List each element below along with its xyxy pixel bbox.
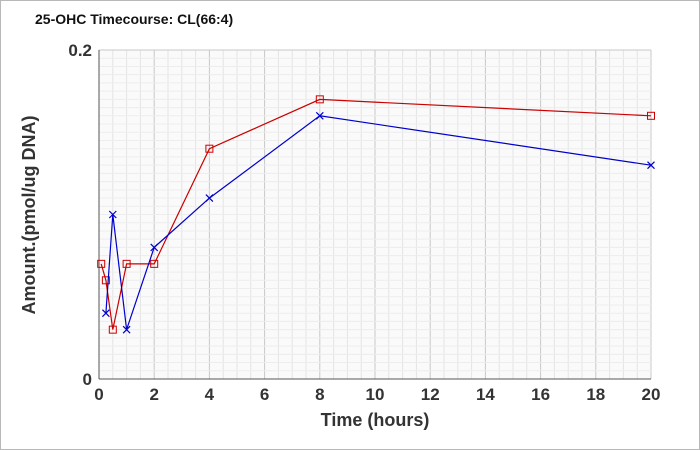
x-tick-label: 4 xyxy=(205,385,215,404)
x-axis-label: Time (hours) xyxy=(321,410,430,430)
y-tick-label: 0.2 xyxy=(68,41,92,60)
series-layer xyxy=(97,95,655,334)
data-point xyxy=(122,325,131,334)
x-tick-label: 20 xyxy=(642,385,661,404)
x-ticks: 0 2 4 6 8 10 12 14 16 18 20 xyxy=(94,385,660,404)
data-point xyxy=(315,95,324,104)
data-point xyxy=(122,259,131,268)
data-point xyxy=(108,325,117,334)
data-point xyxy=(150,243,159,252)
x-tick-label: 16 xyxy=(531,385,550,404)
data-point xyxy=(150,259,159,268)
x-tick-label: 8 xyxy=(315,385,324,404)
series-2 xyxy=(101,111,655,334)
data-point xyxy=(101,276,110,285)
x-tick-label: 0 xyxy=(94,385,103,404)
data-point xyxy=(205,194,214,202)
data-point xyxy=(205,144,214,153)
grid xyxy=(99,49,652,379)
x-tick-label: 10 xyxy=(366,385,385,404)
y-axis-label: Amount.(pmol/ug DNA) xyxy=(19,116,39,315)
x-tick-label: 12 xyxy=(421,385,440,404)
data-point xyxy=(97,259,106,268)
data-point xyxy=(101,309,110,318)
data-point xyxy=(647,161,655,170)
x-tick-label: 18 xyxy=(586,385,605,404)
y-ticks: 00.2 xyxy=(68,41,92,389)
y-tick-label: 0 xyxy=(83,370,92,389)
x-tick-label: 6 xyxy=(260,385,269,404)
x-tick-label: 2 xyxy=(149,385,158,404)
chart-title: 25-OHC Timecourse: CL(66:4) xyxy=(35,11,233,27)
data-point xyxy=(647,111,655,120)
data-point xyxy=(108,210,117,219)
x-tick-label: 14 xyxy=(476,385,495,404)
axes xyxy=(98,50,651,380)
data-point xyxy=(315,111,324,120)
